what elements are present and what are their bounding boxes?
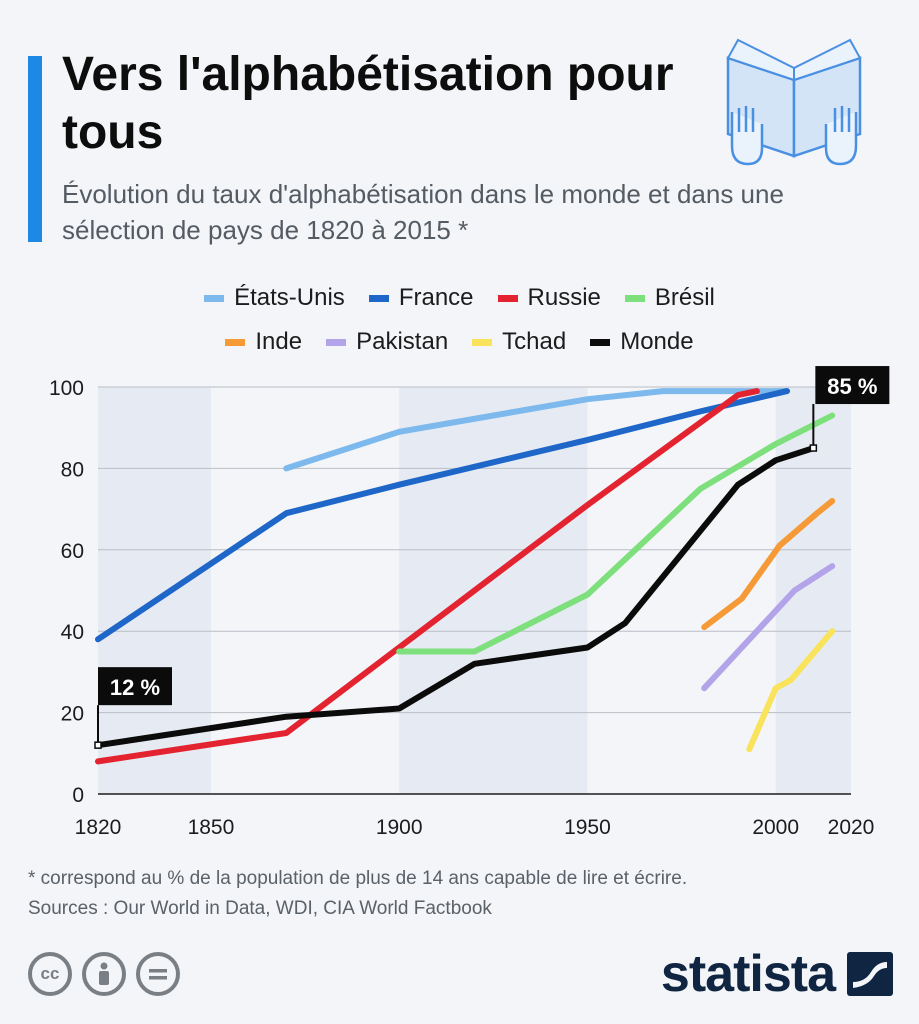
legend-item-france: France [368,284,474,312]
legend-label: Inde [255,328,303,355]
legend-swatch [472,338,493,346]
legend-swatch [624,294,645,302]
brand-name: statista [660,945,836,1003]
license-icons: cc [28,952,180,996]
x-tick-label: 1950 [564,816,611,839]
footnote-text: * correspond au % de la population de pl… [28,868,688,889]
y-tick-label: 80 [61,458,84,481]
annotation-marker [809,444,818,452]
series-line-russie [95,388,760,765]
statista-brand[interactable]: statista [661,944,893,1004]
legend-label: États-Unis [234,284,345,311]
series-line-monde [95,445,817,749]
x-tick-label: 1900 [376,816,423,839]
legend-label: Monde [620,328,694,355]
shaded-band [98,387,211,794]
series-line-etats-unis [283,388,790,472]
legend-swatch [497,294,518,302]
annotation-marker [94,741,102,749]
sources-text: Sources : Our World in Data, WDI, CIA Wo… [28,898,492,919]
x-tick-label: 1820 [75,816,122,839]
chart-title: Vers l'alphabétisation pour tous [62,48,674,159]
legend-row-1: États-Unis France Russie Brésil [0,276,919,320]
title-accent-bar [28,56,42,242]
line-chart: 0 20 40 60 80 100 1820 1850 1900 1950 2000 2020 12 %… [49,366,890,839]
cc-icon: cc [28,952,72,996]
y-tick-label: 100 [49,377,84,400]
legend-label: Tchad [502,328,567,355]
chart-legend: États-Unis France Russie Brésil Inde Pak… [0,276,919,364]
series-line-france [95,388,790,643]
x-tick-label: 2000 [752,816,799,839]
legend-swatch [225,338,246,346]
legend-swatch [590,338,611,346]
annotation-box [98,667,172,706]
legend-label: France [398,284,474,311]
legend-item-russie: Russie [497,284,601,312]
legend-label: Pakistan [356,328,449,355]
y-tick-label: 0 [72,784,84,807]
legend-swatch [204,294,225,302]
annotation-box [815,366,890,405]
legend-label: Russie [527,284,601,311]
nd-equals-icon [136,952,180,996]
x-tick-label: 1850 [188,816,235,839]
annotation-label: 85 % [827,374,877,399]
legend-item-tchad: Tchad [472,328,566,356]
legend-item-pakistan: Pakistan [326,328,448,356]
legend-swatch [326,338,347,346]
series-line-tchad [746,628,836,753]
series-line-inde [701,498,836,631]
footnote-block: * correspond au % de la population de pl… [28,864,687,924]
shaded-band [399,387,588,794]
series-line-pakistan [701,563,836,692]
legend-item-inde: Inde [225,328,302,356]
y-tick-label: 60 [61,540,84,563]
legend-swatch [368,294,389,302]
y-tick-label: 20 [61,703,84,726]
annotation-label: 12 % [110,675,160,700]
x-tick-label: 2020 [828,816,875,839]
open-book-hands-icon [726,38,862,166]
series-line-bresil [396,412,836,655]
chart-subtitle: Évolution du taux d'alphabétisation dans… [62,179,784,245]
legend-item-etats-unis: États-Unis [204,284,345,312]
y-tick-label: 40 [61,621,84,644]
legend-row-2: Inde Pakistan Tchad Monde [0,320,919,364]
statista-logo-icon [847,952,893,996]
legend-label: Brésil [654,284,715,311]
legend-item-monde: Monde [590,328,694,356]
by-person-icon [82,952,126,996]
legend-item-bresil: Brésil [624,284,715,312]
